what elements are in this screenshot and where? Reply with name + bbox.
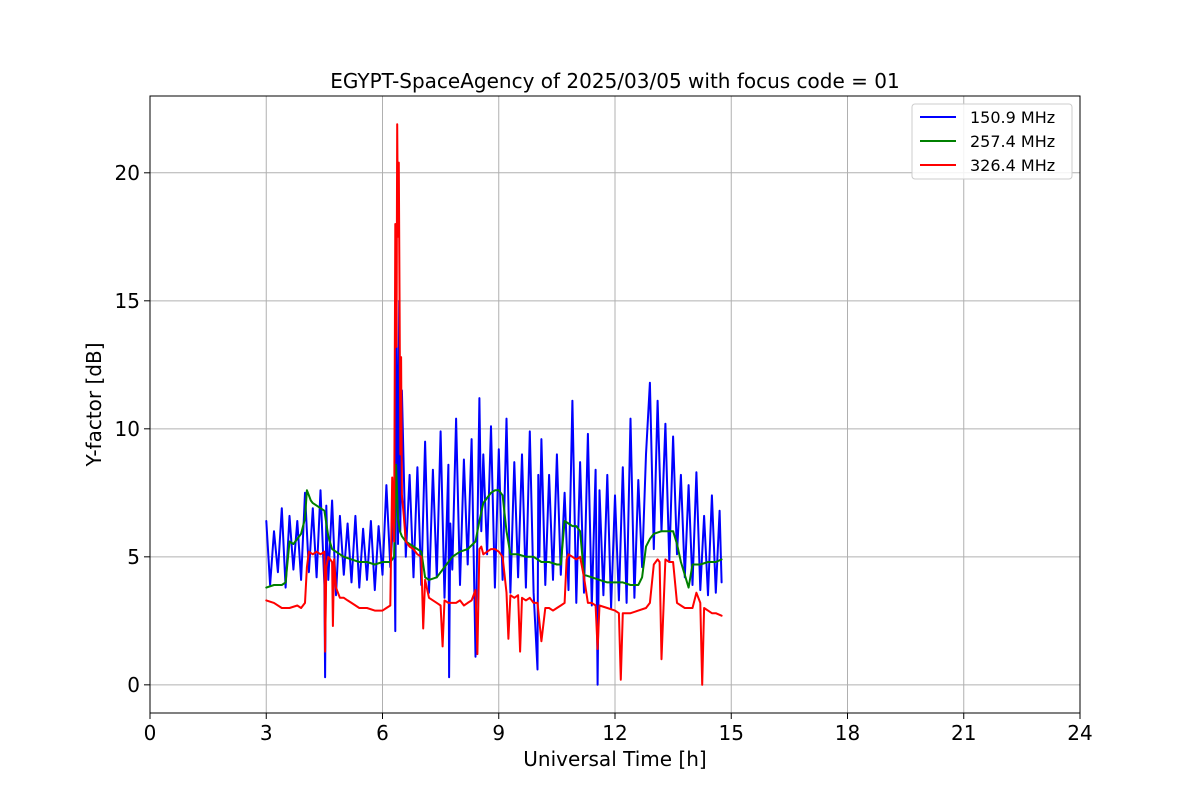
y-axis-ticks: 0 5 10 15 20 (115, 161, 150, 697)
x-axis-ticks: 0 3 6 9 12 15 18 21 24 (144, 713, 1093, 745)
legend-entry: 150.9 MHz (920, 108, 1055, 127)
chart-title: EGYPT-SpaceAgency of 2025/03/05 with foc… (330, 69, 899, 93)
y-tick-label: 5 (127, 545, 140, 569)
x-tick-label: 6 (376, 721, 389, 745)
y-axis-label: Y-factor [dB] (82, 342, 106, 467)
x-axis-label: Universal Time [h] (523, 747, 706, 771)
y-tick-label: 10 (115, 417, 140, 441)
y-tick-label: 15 (115, 289, 140, 313)
legend-box (911, 103, 1073, 180)
series-line-3 (265, 123, 723, 686)
legend: 150.9 MHz 257.4 MHz 326.4 MHz (911, 103, 1073, 180)
x-tick-label: 18 (835, 721, 860, 745)
x-tick-label: 9 (492, 721, 505, 745)
x-tick-label: 15 (719, 721, 744, 745)
legend-label: 257.4 MHz (970, 132, 1055, 151)
y-tick-label: 0 (127, 673, 140, 697)
y-tick-label: 20 (115, 161, 140, 185)
x-tick-label: 24 (1067, 721, 1092, 745)
legend-label: 150.9 MHz (970, 108, 1055, 127)
x-tick-label: 0 (144, 721, 157, 745)
legend-entry: 326.4 MHz (920, 156, 1055, 175)
series-line-2 (265, 463, 723, 589)
legend-label: 326.4 MHz (970, 156, 1055, 175)
x-tick-label: 3 (260, 721, 273, 745)
x-tick-label: 12 (602, 721, 627, 745)
legend-entry: 257.4 MHz (920, 132, 1055, 151)
x-tick-label: 21 (951, 721, 976, 745)
series-layer (265, 123, 723, 686)
